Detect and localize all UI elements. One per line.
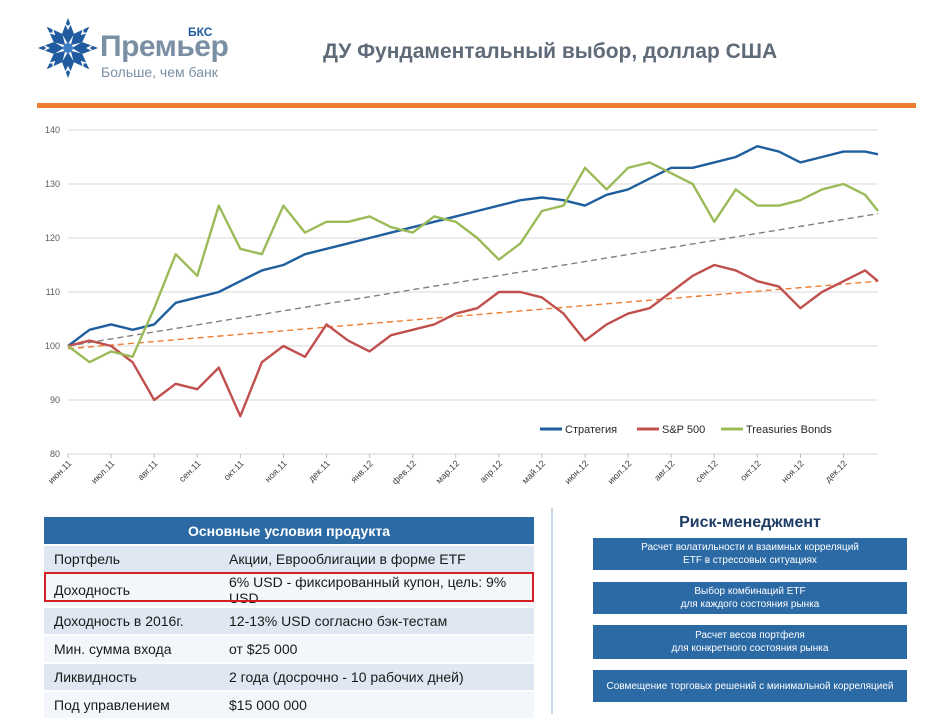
y-tick-label: 80 <box>50 449 60 459</box>
performance-chart: 80 90 100 110 120 130 140 июн.11 июл.11 авг.11 сен… <box>45 125 879 486</box>
legend-label: S&P 500 <box>662 424 705 436</box>
y-tick-label: 140 <box>45 125 60 135</box>
series-line <box>67 161 879 364</box>
x-tick-label: ноя.12 <box>779 458 805 484</box>
risk-item-line: Выбор комбинаций ETF <box>694 586 806 597</box>
row-label: Ликвидность <box>44 663 219 692</box>
x-tick-label: апр.12 <box>478 458 504 484</box>
trendline <box>67 213 879 347</box>
row-value: $15 000 000 <box>219 691 534 720</box>
trendline <box>67 280 879 350</box>
risk-item-line: для каждого состояния рынка <box>680 599 820 610</box>
x-tick-label: фев.12 <box>390 458 418 486</box>
brand-sub: БКС <box>188 25 213 39</box>
risk-item: Расчет волатильности и взаимных корреляц… <box>593 538 907 570</box>
y-tick-label: 120 <box>45 233 60 243</box>
product-conditions-table: Основные условия продукта Портфель Акции,… <box>44 517 534 720</box>
risk-item-line: ETF в стрессовых ситуациях <box>683 555 817 566</box>
risk-item-line: Расчет волатильности и взаимных корреляц… <box>641 542 859 553</box>
x-tick-label: май.12 <box>520 458 547 485</box>
x-tick-label: июл.12 <box>606 458 634 486</box>
x-tick-label: окт.11 <box>222 458 246 482</box>
yield-highlight-frame <box>44 572 534 602</box>
section-divider <box>551 508 553 714</box>
table-row: Доходность в 2016г. 12-13% USD согласно б… <box>44 607 534 636</box>
x-tick-label: окт.12 <box>738 458 763 483</box>
page-title: ДУ Фундаментальный выбор, доллар США <box>323 40 778 63</box>
x-tick-label: ноя.11 <box>263 458 289 484</box>
risk-item: Выбор комбинаций ETF для каждого состояни… <box>593 582 907 614</box>
x-tick-label: дек.12 <box>823 458 849 484</box>
risk-item-line: Совмещение торговых решений с минимально… <box>606 680 894 692</box>
series-line <box>67 263 879 418</box>
row-label: Мин. сумма входа <box>44 635 219 664</box>
accent-divider <box>37 103 916 108</box>
y-tick-label: 110 <box>46 287 60 297</box>
x-tick-label: июл.11 <box>89 458 116 485</box>
snowflake-logo-icon <box>38 18 98 78</box>
y-tick-label: 90 <box>50 395 60 405</box>
x-tick-label: июн.12 <box>563 458 591 486</box>
x-tick-label: дек.11 <box>306 458 331 483</box>
x-tick-label: авг.12 <box>652 458 676 482</box>
brand-name: Премьер <box>100 30 229 63</box>
risk-item: Совмещение торговых решений с минимально… <box>593 670 907 702</box>
x-tick-label: янв.12 <box>349 458 375 484</box>
risk-item-line: для конкретного состояния рынка <box>671 643 829 654</box>
row-value: от $25 000 <box>219 635 534 664</box>
x-tick-label: сен.11 <box>177 458 203 484</box>
table-row: Мин. сумма входа от $25 000 <box>44 635 534 664</box>
y-tick-label: 100 <box>45 341 60 351</box>
table-row: Портфель Акции, Еврооблигации в форме ETF <box>44 545 534 574</box>
legend-label: Treasuries Bonds <box>746 424 832 436</box>
row-label: Под управлением <box>44 691 219 720</box>
risk-item-line: Расчет весов портфеля <box>695 630 805 641</box>
row-label: Доходность в 2016г. <box>44 607 219 636</box>
x-tick-label: сен.12 <box>694 458 720 484</box>
risk-title: Риск-менеджмент <box>679 514 821 531</box>
row-value: Акции, Еврооблигации в форме ETF <box>219 545 534 574</box>
row-value: 2 года (досрочно - 10 рабочих дней) <box>219 663 534 692</box>
legend-label: Стратегия <box>565 424 617 436</box>
x-tick-label: мар.12 <box>434 458 461 485</box>
x-tick-label: авг.11 <box>136 458 160 482</box>
row-label: Доходность <box>44 573 219 608</box>
y-tick-label: 130 <box>45 179 60 189</box>
row-value: 12-13% USD согласно бэк-тестам <box>219 607 534 636</box>
table-header: Основные условия продукта <box>44 517 534 546</box>
risk-item: Расчет весов портфеля для конкретного сос… <box>593 625 907 659</box>
table-row: Ликвидность 2 года (досрочно - 10 рабочих… <box>44 663 534 692</box>
table-row: Под управлением $15 000 000 <box>44 691 534 720</box>
x-tick-label: июн.11 <box>46 458 73 485</box>
series-line <box>67 145 879 347</box>
row-label: Портфель <box>44 545 219 574</box>
brand-tagline: Больше, чем банк <box>101 64 218 80</box>
